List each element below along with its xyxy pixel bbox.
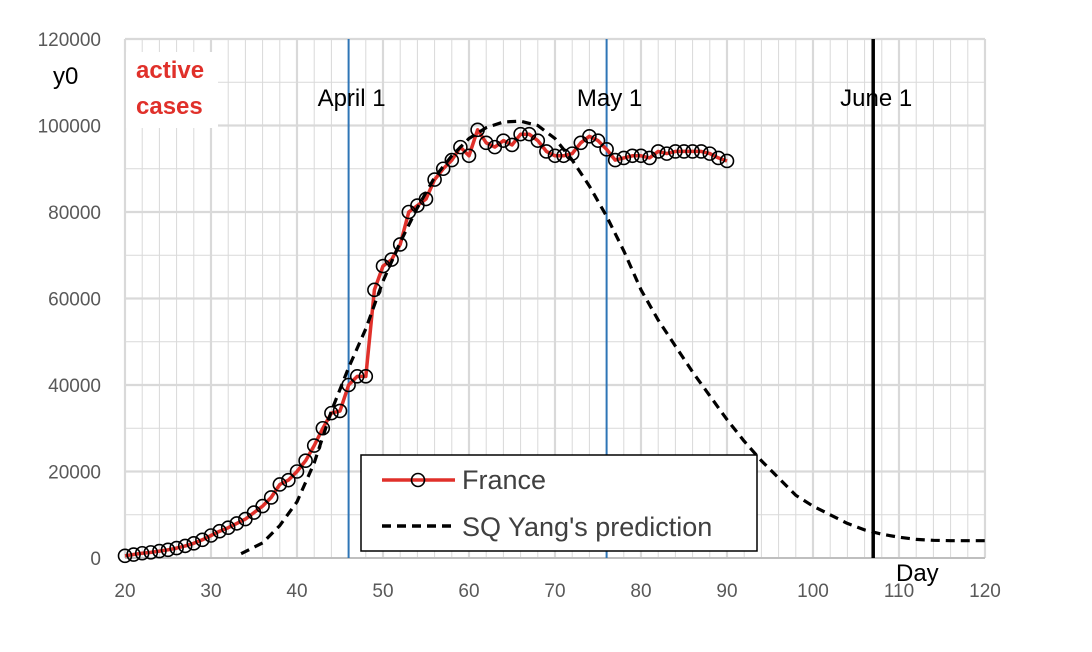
data-point-france <box>504 137 520 153</box>
x-tick-label: 100 <box>797 581 829 602</box>
data-point-france <box>229 516 245 531</box>
data-point-france <box>582 129 597 144</box>
x-tick-label: 60 <box>458 581 479 602</box>
x-tick-label: 40 <box>286 581 307 602</box>
data-point-france <box>668 144 683 159</box>
data-point-france <box>152 543 167 559</box>
data-point-france <box>289 464 305 479</box>
legend: France SQ Yang's prediction <box>360 454 758 552</box>
data-point-france <box>539 144 554 159</box>
series-line-prediction <box>240 119 985 556</box>
data-point-france <box>607 152 623 168</box>
x-tick-label: 50 <box>372 581 393 602</box>
x-tick-label: 90 <box>716 581 737 602</box>
data-point-france <box>659 146 675 161</box>
y-tick-label: 120000 <box>38 30 101 51</box>
data-point-france <box>186 535 202 551</box>
y-tick-label: 20000 <box>48 463 101 484</box>
data-point-france <box>160 542 176 558</box>
x-axis-label: Day <box>896 560 939 587</box>
data-point-france <box>212 523 227 539</box>
y-tick-label: 40000 <box>48 376 101 397</box>
data-point-france <box>281 472 296 488</box>
data-point-france <box>358 369 374 384</box>
x-tick-label: 20 <box>114 581 135 602</box>
data-point-france <box>719 153 735 169</box>
y-tick-label: 60000 <box>48 290 101 311</box>
data-point-france <box>625 148 640 164</box>
month-label-2: June 1 <box>840 85 912 112</box>
data-point-france <box>255 498 270 514</box>
data-point-france <box>298 453 313 468</box>
data-point-france <box>633 148 649 164</box>
x-tick-label: 120 <box>969 581 1001 602</box>
data-point-france <box>332 403 348 419</box>
data-point-france <box>315 420 331 436</box>
axis-tick-labels: 20 30 40 50 60 70 80 90 100 110 120 0 20000 40000 6000… <box>38 30 1001 602</box>
data-point-france <box>453 139 468 155</box>
data-point-france <box>711 150 726 166</box>
data-point-france <box>427 172 442 187</box>
x-tick-label: 30 <box>200 581 221 602</box>
x-tick-label: 80 <box>630 581 651 602</box>
legend-label-france: France <box>462 465 546 495</box>
legend-box <box>360 454 758 552</box>
month-label-0: April 1 <box>318 85 386 112</box>
data-point-france <box>599 141 614 157</box>
data-point-france <box>650 144 666 159</box>
data-point-france <box>616 150 632 166</box>
legend-label-prediction: SQ Yang's prediction <box>462 512 712 542</box>
data-point-france <box>478 135 494 151</box>
y-tick-label: 80000 <box>48 203 101 224</box>
y-tick-label: 100000 <box>38 117 101 138</box>
data-point-france <box>435 161 451 177</box>
data-point-france <box>496 133 511 148</box>
series <box>117 119 985 564</box>
data-point-france <box>126 547 141 562</box>
corner-label-background <box>126 52 218 128</box>
data-point-france <box>177 538 193 554</box>
legend-marker-france <box>410 472 426 488</box>
data-point-france <box>117 548 133 564</box>
data-point-france <box>461 148 477 164</box>
corner-label-line-1: active <box>136 57 204 84</box>
data-point-france <box>693 144 709 159</box>
data-point-france <box>530 133 546 148</box>
data-point-france <box>220 520 236 536</box>
data-point-france <box>263 490 279 505</box>
data-point-france <box>444 152 460 168</box>
data-point-france <box>349 369 365 384</box>
data-point-france <box>169 540 184 556</box>
data-point-france <box>272 477 288 492</box>
data-point-france <box>384 252 399 267</box>
data-point-france <box>676 144 692 159</box>
data-point-france <box>324 405 339 421</box>
data-point-france <box>392 237 408 252</box>
data-point-france <box>143 545 159 560</box>
data-point-france <box>590 133 606 148</box>
y-axis-label: y0 <box>53 63 78 90</box>
data-point-france <box>513 126 528 142</box>
data-point-france <box>547 148 563 164</box>
data-point-france <box>702 146 718 161</box>
month-label-1: May 1 <box>577 85 642 112</box>
data-point-france <box>134 545 150 561</box>
x-tick-label: 70 <box>544 581 565 602</box>
x-tick-label: 110 <box>884 581 914 602</box>
y-tick-label: 0 <box>90 549 101 570</box>
corner-label-line-2: cases <box>136 93 203 120</box>
data-point-france <box>195 532 210 548</box>
data-point-france <box>203 528 219 543</box>
data-point-france <box>685 144 700 159</box>
